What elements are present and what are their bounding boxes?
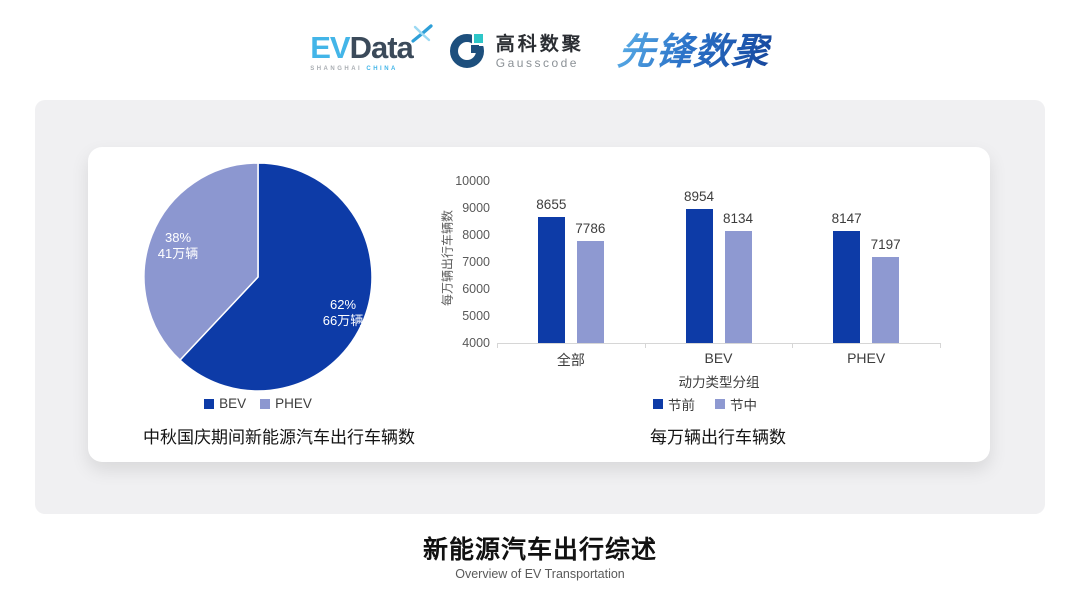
x-axis-tick xyxy=(497,343,498,348)
bar-chart-title: 每万辆出行车辆数 xyxy=(650,428,786,447)
legend-item-节中: 节中 xyxy=(715,394,757,414)
bar-value-label: 8655 xyxy=(536,197,567,213)
evdata-ev-text: EV xyxy=(310,30,350,65)
evdata-subtext: SHANGHAI CHINA xyxy=(310,66,398,72)
gausscode-logo: 高科数聚 Gausscode xyxy=(447,30,584,75)
y-tick-label: 5000 xyxy=(462,309,490,323)
pie-slice-label-phev: 38% 41万辆 xyxy=(133,230,223,262)
xianfeng-logo: 先锋数聚 xyxy=(615,31,772,72)
evdata-china-text: CHINA xyxy=(366,66,398,72)
evdata-shanghai-text: SHANGHAI xyxy=(310,66,363,72)
legend-item-PHEV: PHEV xyxy=(260,396,312,411)
legend-label: 节中 xyxy=(730,398,757,413)
gausscode-g-icon xyxy=(447,30,487,75)
pie-chart xyxy=(143,162,373,392)
x-axis-tick xyxy=(792,343,794,348)
page-title: 新能源汽车出行综述 xyxy=(422,536,657,564)
legend-swatch xyxy=(204,398,215,409)
y-tick-label: 8000 xyxy=(462,228,490,242)
y-tick-label: 9000 xyxy=(462,201,490,215)
legend-item-节前: 节前 xyxy=(653,394,695,414)
bev-percent-text: 62% xyxy=(329,297,357,312)
gausscode-cn-text: 高科数聚 xyxy=(495,34,584,55)
gausscode-text: 高科数聚 Gausscode xyxy=(496,34,584,70)
header-logo-bar: EVData SHANGHAI CHINA xyxy=(0,20,1080,84)
y-tick-label: 7000 xyxy=(462,255,490,269)
category-label-全部: 全部 xyxy=(556,352,585,368)
page-subtitle: Overview of EV Transportation xyxy=(455,567,625,581)
legend-label: 节前 xyxy=(668,398,695,413)
pie-legend: BEV PHEV xyxy=(142,396,374,411)
bar-节中-PHEV xyxy=(872,256,900,343)
bar-节前-全部 xyxy=(537,217,565,343)
bar-value-label: 8147 xyxy=(831,211,862,227)
evdata-wordmark: EVData xyxy=(310,30,414,65)
x-axis-tick xyxy=(940,343,941,348)
phev-amount-text: 41万辆 xyxy=(157,246,199,261)
pie-slice-phev xyxy=(143,162,259,362)
pie-slice-label-bev: 62% 66万辆 xyxy=(298,297,388,329)
phev-percent-text: 38% xyxy=(164,230,192,245)
bar-value-label: 7197 xyxy=(870,236,901,252)
evdata-data-text: Data xyxy=(349,30,414,65)
bar-节中-全部 xyxy=(576,240,604,343)
x-axis-line xyxy=(497,343,940,344)
legend-item-BEV: BEV xyxy=(204,396,246,411)
bev-amount-text: 66万辆 xyxy=(322,313,364,328)
bar-value-label: 8134 xyxy=(722,211,754,227)
evdata-logo: EVData SHANGHAI CHINA xyxy=(310,24,433,72)
pie-slice-bev xyxy=(178,162,373,392)
legend-label: PHEV xyxy=(275,396,312,411)
bar-节中-BEV xyxy=(724,231,752,343)
x-axis-tick xyxy=(644,343,646,348)
bar-节前-PHEV xyxy=(833,231,861,343)
gausscode-en-text: Gausscode xyxy=(495,56,579,70)
y-tick-label: 10000 xyxy=(455,174,490,188)
bar-value-label: 8954 xyxy=(683,189,715,205)
bar-value-label: 7786 xyxy=(575,220,606,236)
pie-chart-title: 中秋国庆期间新能源汽车出行车辆数 xyxy=(143,428,415,447)
legend-swatch xyxy=(715,399,725,409)
legend-swatch xyxy=(653,399,663,409)
y-tick-label: 4000 xyxy=(462,336,490,350)
category-label-PHEV: PHEV xyxy=(847,350,886,366)
legend-swatch xyxy=(260,398,271,409)
bar-legend: 节前 节中 xyxy=(555,394,855,414)
evdata-x-icon xyxy=(411,24,433,49)
y-tick-label: 6000 xyxy=(462,282,490,296)
bar-节前-BEV xyxy=(685,209,713,343)
category-label-BEV: BEV xyxy=(704,350,733,366)
bar-x-axis-title: 动力类型分组 xyxy=(678,375,760,390)
legend-label: BEV xyxy=(219,396,247,411)
